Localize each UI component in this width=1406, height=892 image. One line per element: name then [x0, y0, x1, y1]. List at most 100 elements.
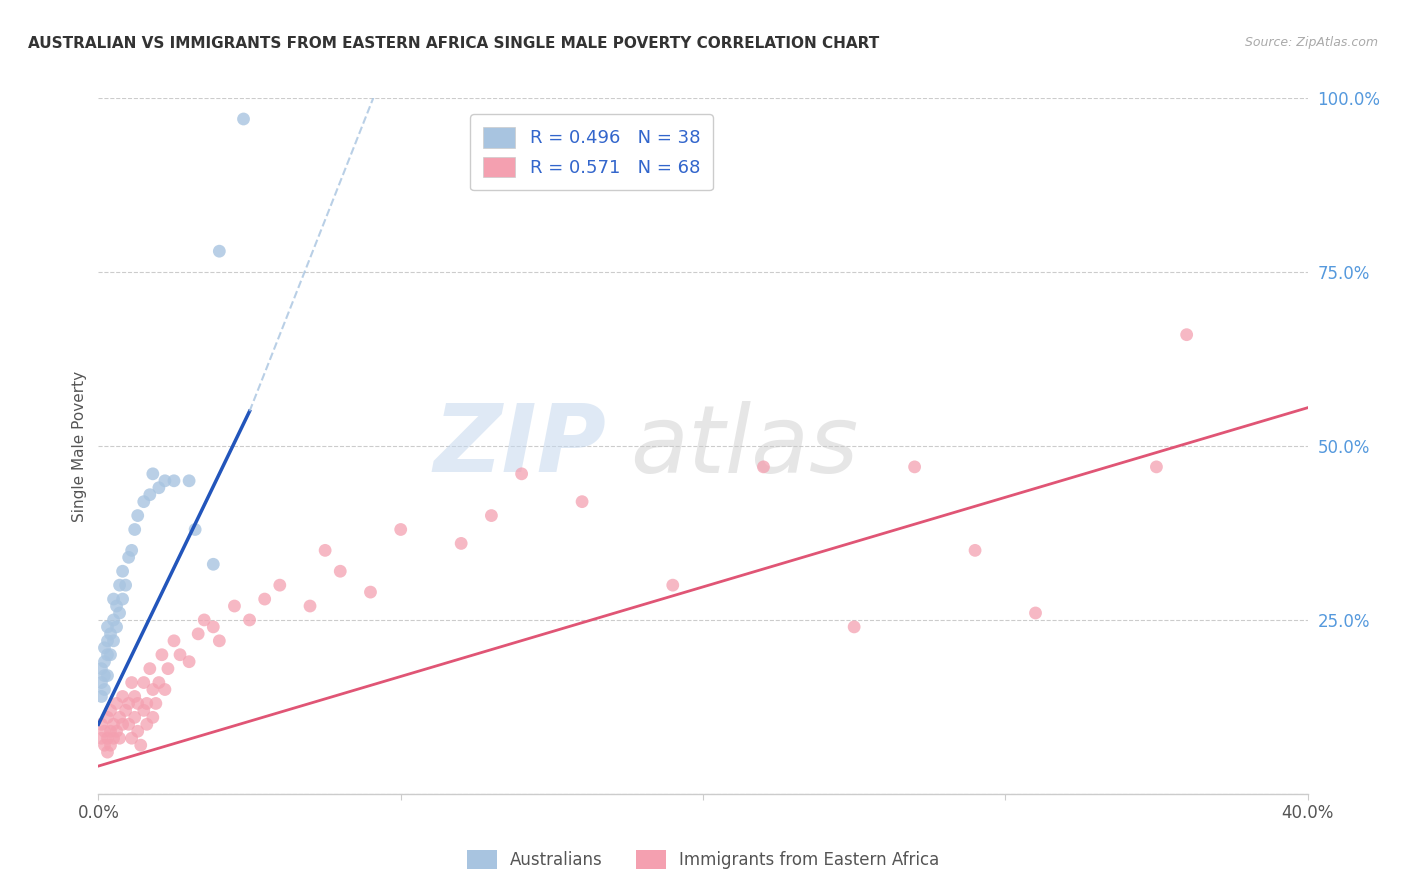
Point — [135, 697, 157, 711]
Point — [163, 633, 186, 648]
Point — [139, 488, 162, 502]
Legend: Australians, Immigrants from Eastern Africa: Australians, Immigrants from Eastern Afr… — [460, 844, 946, 876]
Point — [118, 550, 141, 565]
Point — [118, 697, 141, 711]
Point — [129, 738, 152, 752]
Point — [145, 697, 167, 711]
Point — [111, 690, 134, 704]
Point — [184, 523, 207, 537]
Point — [314, 543, 336, 558]
Point — [202, 558, 225, 572]
Point — [96, 731, 118, 746]
Point — [108, 606, 131, 620]
Point — [329, 564, 352, 578]
Point — [105, 599, 128, 613]
Point — [752, 459, 775, 474]
Point — [124, 690, 146, 704]
Point — [96, 620, 118, 634]
Point — [142, 467, 165, 481]
Point — [96, 648, 118, 662]
Point — [127, 724, 149, 739]
Point — [202, 620, 225, 634]
Point — [150, 648, 173, 662]
Point — [163, 474, 186, 488]
Point — [187, 627, 209, 641]
Point — [169, 648, 191, 662]
Point — [179, 474, 201, 488]
Point — [105, 697, 128, 711]
Point — [142, 710, 165, 724]
Point — [90, 662, 112, 676]
Point — [193, 613, 215, 627]
Text: Source: ZipAtlas.com: Source: ZipAtlas.com — [1244, 36, 1378, 49]
Point — [90, 690, 112, 704]
Point — [127, 697, 149, 711]
Point — [121, 731, 143, 746]
Point — [111, 592, 134, 607]
Point — [148, 481, 170, 495]
Point — [389, 523, 412, 537]
Point — [269, 578, 291, 592]
Point — [299, 599, 322, 613]
Text: atlas: atlas — [630, 401, 859, 491]
Point — [1144, 459, 1167, 474]
Point — [105, 620, 128, 634]
Point — [93, 655, 115, 669]
Point — [118, 717, 141, 731]
Point — [1024, 606, 1046, 620]
Point — [450, 536, 472, 550]
Point — [90, 717, 112, 731]
Point — [100, 724, 122, 739]
Point — [124, 523, 146, 537]
Point — [253, 592, 276, 607]
Point — [661, 578, 683, 592]
Point — [132, 675, 155, 690]
Point — [103, 633, 125, 648]
Point — [105, 724, 128, 739]
Point — [111, 564, 134, 578]
Point — [208, 633, 231, 648]
Point — [114, 703, 136, 717]
Point — [90, 731, 112, 746]
Text: ZIP: ZIP — [433, 400, 606, 492]
Point — [103, 613, 125, 627]
Point — [135, 717, 157, 731]
Y-axis label: Single Male Poverty: Single Male Poverty — [72, 370, 87, 522]
Point — [114, 578, 136, 592]
Point — [111, 717, 134, 731]
Point — [904, 459, 927, 474]
Point — [96, 633, 118, 648]
Point — [100, 738, 122, 752]
Point — [108, 710, 131, 724]
Point — [100, 627, 122, 641]
Point — [93, 724, 115, 739]
Point — [93, 682, 115, 697]
Point — [103, 592, 125, 607]
Point — [90, 675, 112, 690]
Point — [571, 494, 593, 508]
Point — [100, 648, 122, 662]
Point — [156, 662, 179, 676]
Point — [103, 717, 125, 731]
Point — [844, 620, 866, 634]
Point — [1175, 327, 1198, 342]
Point — [360, 585, 382, 599]
Point — [121, 675, 143, 690]
Point — [142, 682, 165, 697]
Point — [132, 703, 155, 717]
Point — [124, 710, 146, 724]
Point — [965, 543, 987, 558]
Point — [96, 710, 118, 724]
Point — [121, 543, 143, 558]
Point — [93, 738, 115, 752]
Point — [93, 668, 115, 682]
Point — [510, 467, 533, 481]
Point — [96, 745, 118, 759]
Point — [127, 508, 149, 523]
Point — [96, 668, 118, 682]
Point — [108, 578, 131, 592]
Point — [148, 675, 170, 690]
Point — [108, 731, 131, 746]
Point — [239, 613, 262, 627]
Point — [93, 640, 115, 655]
